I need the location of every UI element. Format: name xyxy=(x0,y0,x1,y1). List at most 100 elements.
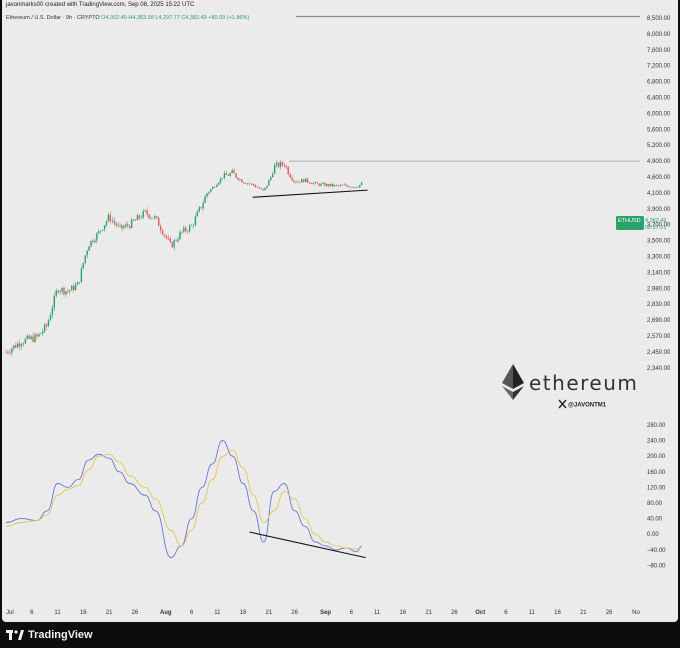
price-tick-label: 6,800.00 xyxy=(647,80,671,86)
oscillator-tick-label: 120.00 xyxy=(647,485,666,491)
candle-body xyxy=(72,285,75,291)
price-tick-label: 6,400.00 xyxy=(647,96,671,102)
candle-body xyxy=(121,224,123,229)
candle-body xyxy=(270,177,272,181)
candle-body xyxy=(310,183,313,184)
candle-body xyxy=(152,217,154,219)
candle-body xyxy=(277,162,280,167)
candle-body xyxy=(357,187,359,188)
candle-body xyxy=(275,162,278,165)
time-tick-label: 6 xyxy=(350,610,354,616)
time-tick-label: 6 xyxy=(504,610,508,616)
candle-body xyxy=(353,186,355,188)
candle-body xyxy=(32,336,34,342)
ethereum-diamond-icon xyxy=(502,364,524,400)
price-tick-label: 2,570.00 xyxy=(647,334,671,340)
chart-overlays xyxy=(252,15,640,198)
candle-body xyxy=(177,239,179,241)
candle-body xyxy=(123,226,125,229)
candle-body xyxy=(295,181,297,183)
candle-body xyxy=(49,314,52,321)
candle-body xyxy=(283,164,286,166)
candle-body xyxy=(57,290,59,293)
candle-body xyxy=(105,221,108,226)
time-tick-label: Sep xyxy=(320,610,331,616)
time-axis: Jul 6 11 16 21 26 Aug 6 11 16 21 26 Sep 6 11 16 21 26 Oct 6… xyxy=(6,610,640,616)
price-tag-box xyxy=(616,216,644,230)
time-tick-label: Oct xyxy=(475,610,485,616)
candle-body xyxy=(337,185,340,186)
candle-body xyxy=(169,238,171,242)
time-tick-label: 26 xyxy=(291,610,298,616)
candle-body xyxy=(45,324,48,327)
candle-body xyxy=(71,285,73,291)
candle-body xyxy=(9,352,11,354)
candle-body xyxy=(138,215,141,219)
candle-body xyxy=(225,173,228,175)
price-tick-label: 3,140.00 xyxy=(647,270,671,276)
candle-body xyxy=(55,290,57,296)
candle-body xyxy=(161,230,164,235)
candle-body xyxy=(148,214,150,219)
candle-body xyxy=(333,184,336,187)
candle-body xyxy=(146,210,148,215)
price-tick-label: 3,900.00 xyxy=(647,207,671,213)
ethereum-wordmark: ethereum xyxy=(529,371,638,395)
candle-body xyxy=(119,224,121,226)
time-tick-label: 16 xyxy=(80,610,87,616)
symbol-name: Ethereum / U.S. Dollar · 9h · CRYPTO xyxy=(6,15,100,21)
candle-body xyxy=(341,184,344,186)
oscillator-tick-label: −80.00 xyxy=(647,563,666,569)
candle-body xyxy=(246,183,249,185)
candle-body xyxy=(264,187,266,191)
time-tick-label: 26 xyxy=(606,610,613,616)
support-trendline xyxy=(252,189,368,198)
candle-body xyxy=(347,185,349,187)
candle-body xyxy=(304,178,307,183)
ohlc-high: H4,383.58 xyxy=(128,15,154,21)
candle-body xyxy=(202,203,204,209)
time-tick-label: 6 xyxy=(190,610,194,616)
tradingview-brand: TradingView xyxy=(28,629,93,641)
candle-body xyxy=(186,231,189,232)
price-tick-label: 3,700.00 xyxy=(647,223,671,229)
candle-body xyxy=(47,320,50,327)
candle-body xyxy=(219,178,222,183)
candle-body xyxy=(7,351,9,353)
candle-body xyxy=(360,182,363,185)
candle-body xyxy=(167,238,170,239)
candle-body xyxy=(111,220,114,222)
candle-body xyxy=(158,217,160,227)
candle-body xyxy=(26,335,28,339)
candle-body xyxy=(328,184,330,187)
candle-body xyxy=(107,214,110,222)
candle-body xyxy=(36,334,38,337)
ohlc-change: +80.09 (+1.86%) xyxy=(208,15,250,21)
candle-body xyxy=(94,240,96,243)
candle-body xyxy=(208,191,210,194)
time-tick-label: 21 xyxy=(580,610,587,616)
candle-body xyxy=(154,216,156,219)
candle-body xyxy=(171,241,173,248)
candle-body xyxy=(235,173,237,178)
time-tick-label: 21 xyxy=(425,610,432,616)
candle-body xyxy=(42,331,44,334)
price-tick-label: 8,500.00 xyxy=(647,16,671,22)
symbol-legend: Ethereum / U.S. Dollar · 9h · CRYPTO O4,… xyxy=(6,15,249,21)
candle-body xyxy=(206,193,208,197)
price-tag-price: 4,382.49 xyxy=(645,218,666,224)
candle-body xyxy=(223,173,226,179)
time-tick-label: 11 xyxy=(214,610,221,616)
candle-body xyxy=(80,268,83,283)
oscillator-axis: 280.00 240.00 200.00 160.00 120.00 80.00 40.00… xyxy=(647,423,666,569)
candle-body xyxy=(90,240,92,247)
candle-body xyxy=(308,182,311,184)
price-tick-label: 2,690.00 xyxy=(647,318,671,324)
candle-body xyxy=(188,225,191,232)
candle-body xyxy=(159,226,162,231)
candle-body xyxy=(142,211,144,218)
candle-body xyxy=(100,230,102,232)
candle-body xyxy=(76,282,79,285)
price-tick-label: 6,000.00 xyxy=(647,111,671,117)
candle-body xyxy=(144,210,146,212)
